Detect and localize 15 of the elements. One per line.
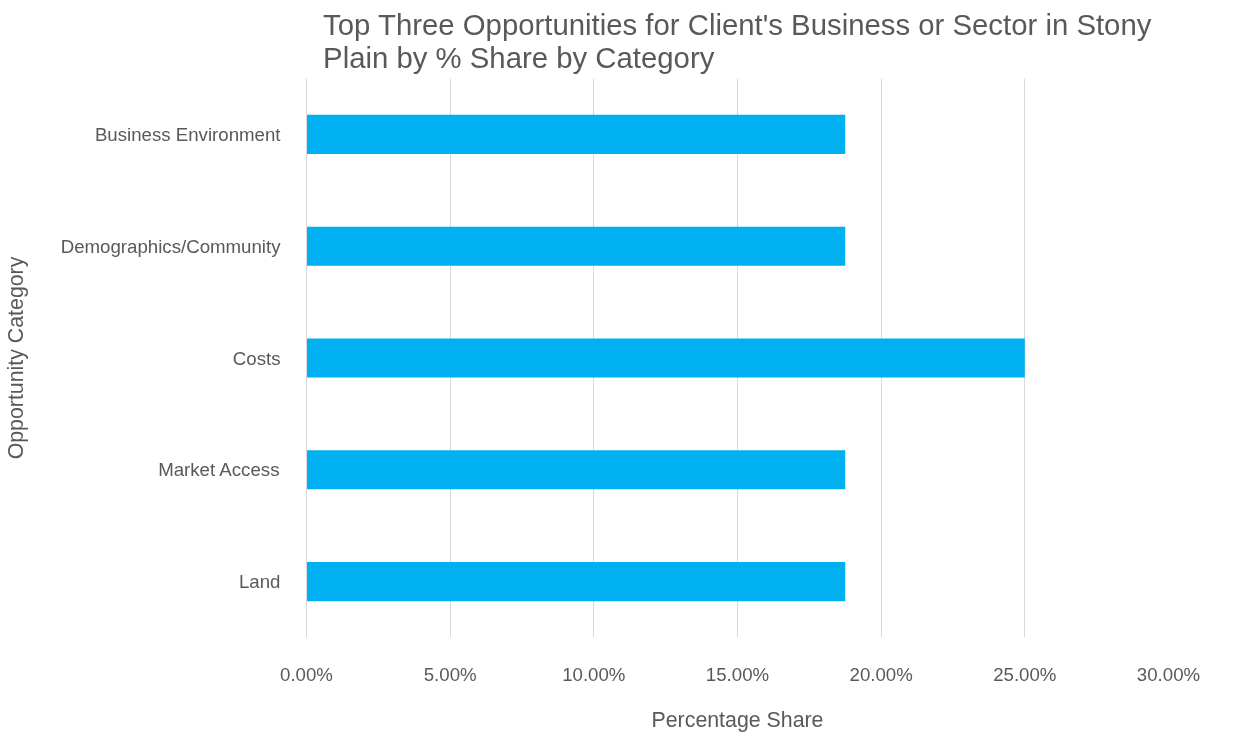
- x-tick-label: 20.00%: [849, 663, 913, 685]
- y-tick-label: Costs: [232, 347, 281, 369]
- x-tick-label: 5.00%: [423, 663, 477, 685]
- y-tick-label: Business Environment: [94, 123, 282, 145]
- x-tick-label: 15.00%: [705, 663, 770, 685]
- x-tick-label: 25.00%: [993, 663, 1057, 685]
- x-tick-label: 30.00%: [1136, 663, 1201, 685]
- y-tick-label: Land: [239, 571, 281, 593]
- y-tick-label: Demographics/Community: [60, 235, 282, 257]
- x-tick-label: 0.00%: [280, 663, 333, 685]
- chart-title: Top Three Opportunities for Client's Business or Sector in Stony Plain by % Share by Category: [323, 7, 1152, 74]
- y-axis-title: Opportunity Category: [3, 256, 28, 460]
- x-tick-label: 10.00%: [562, 663, 626, 685]
- x-axis-title: Percentage Share: [651, 707, 824, 732]
- y-tick-label: Market Access: [158, 459, 280, 481]
